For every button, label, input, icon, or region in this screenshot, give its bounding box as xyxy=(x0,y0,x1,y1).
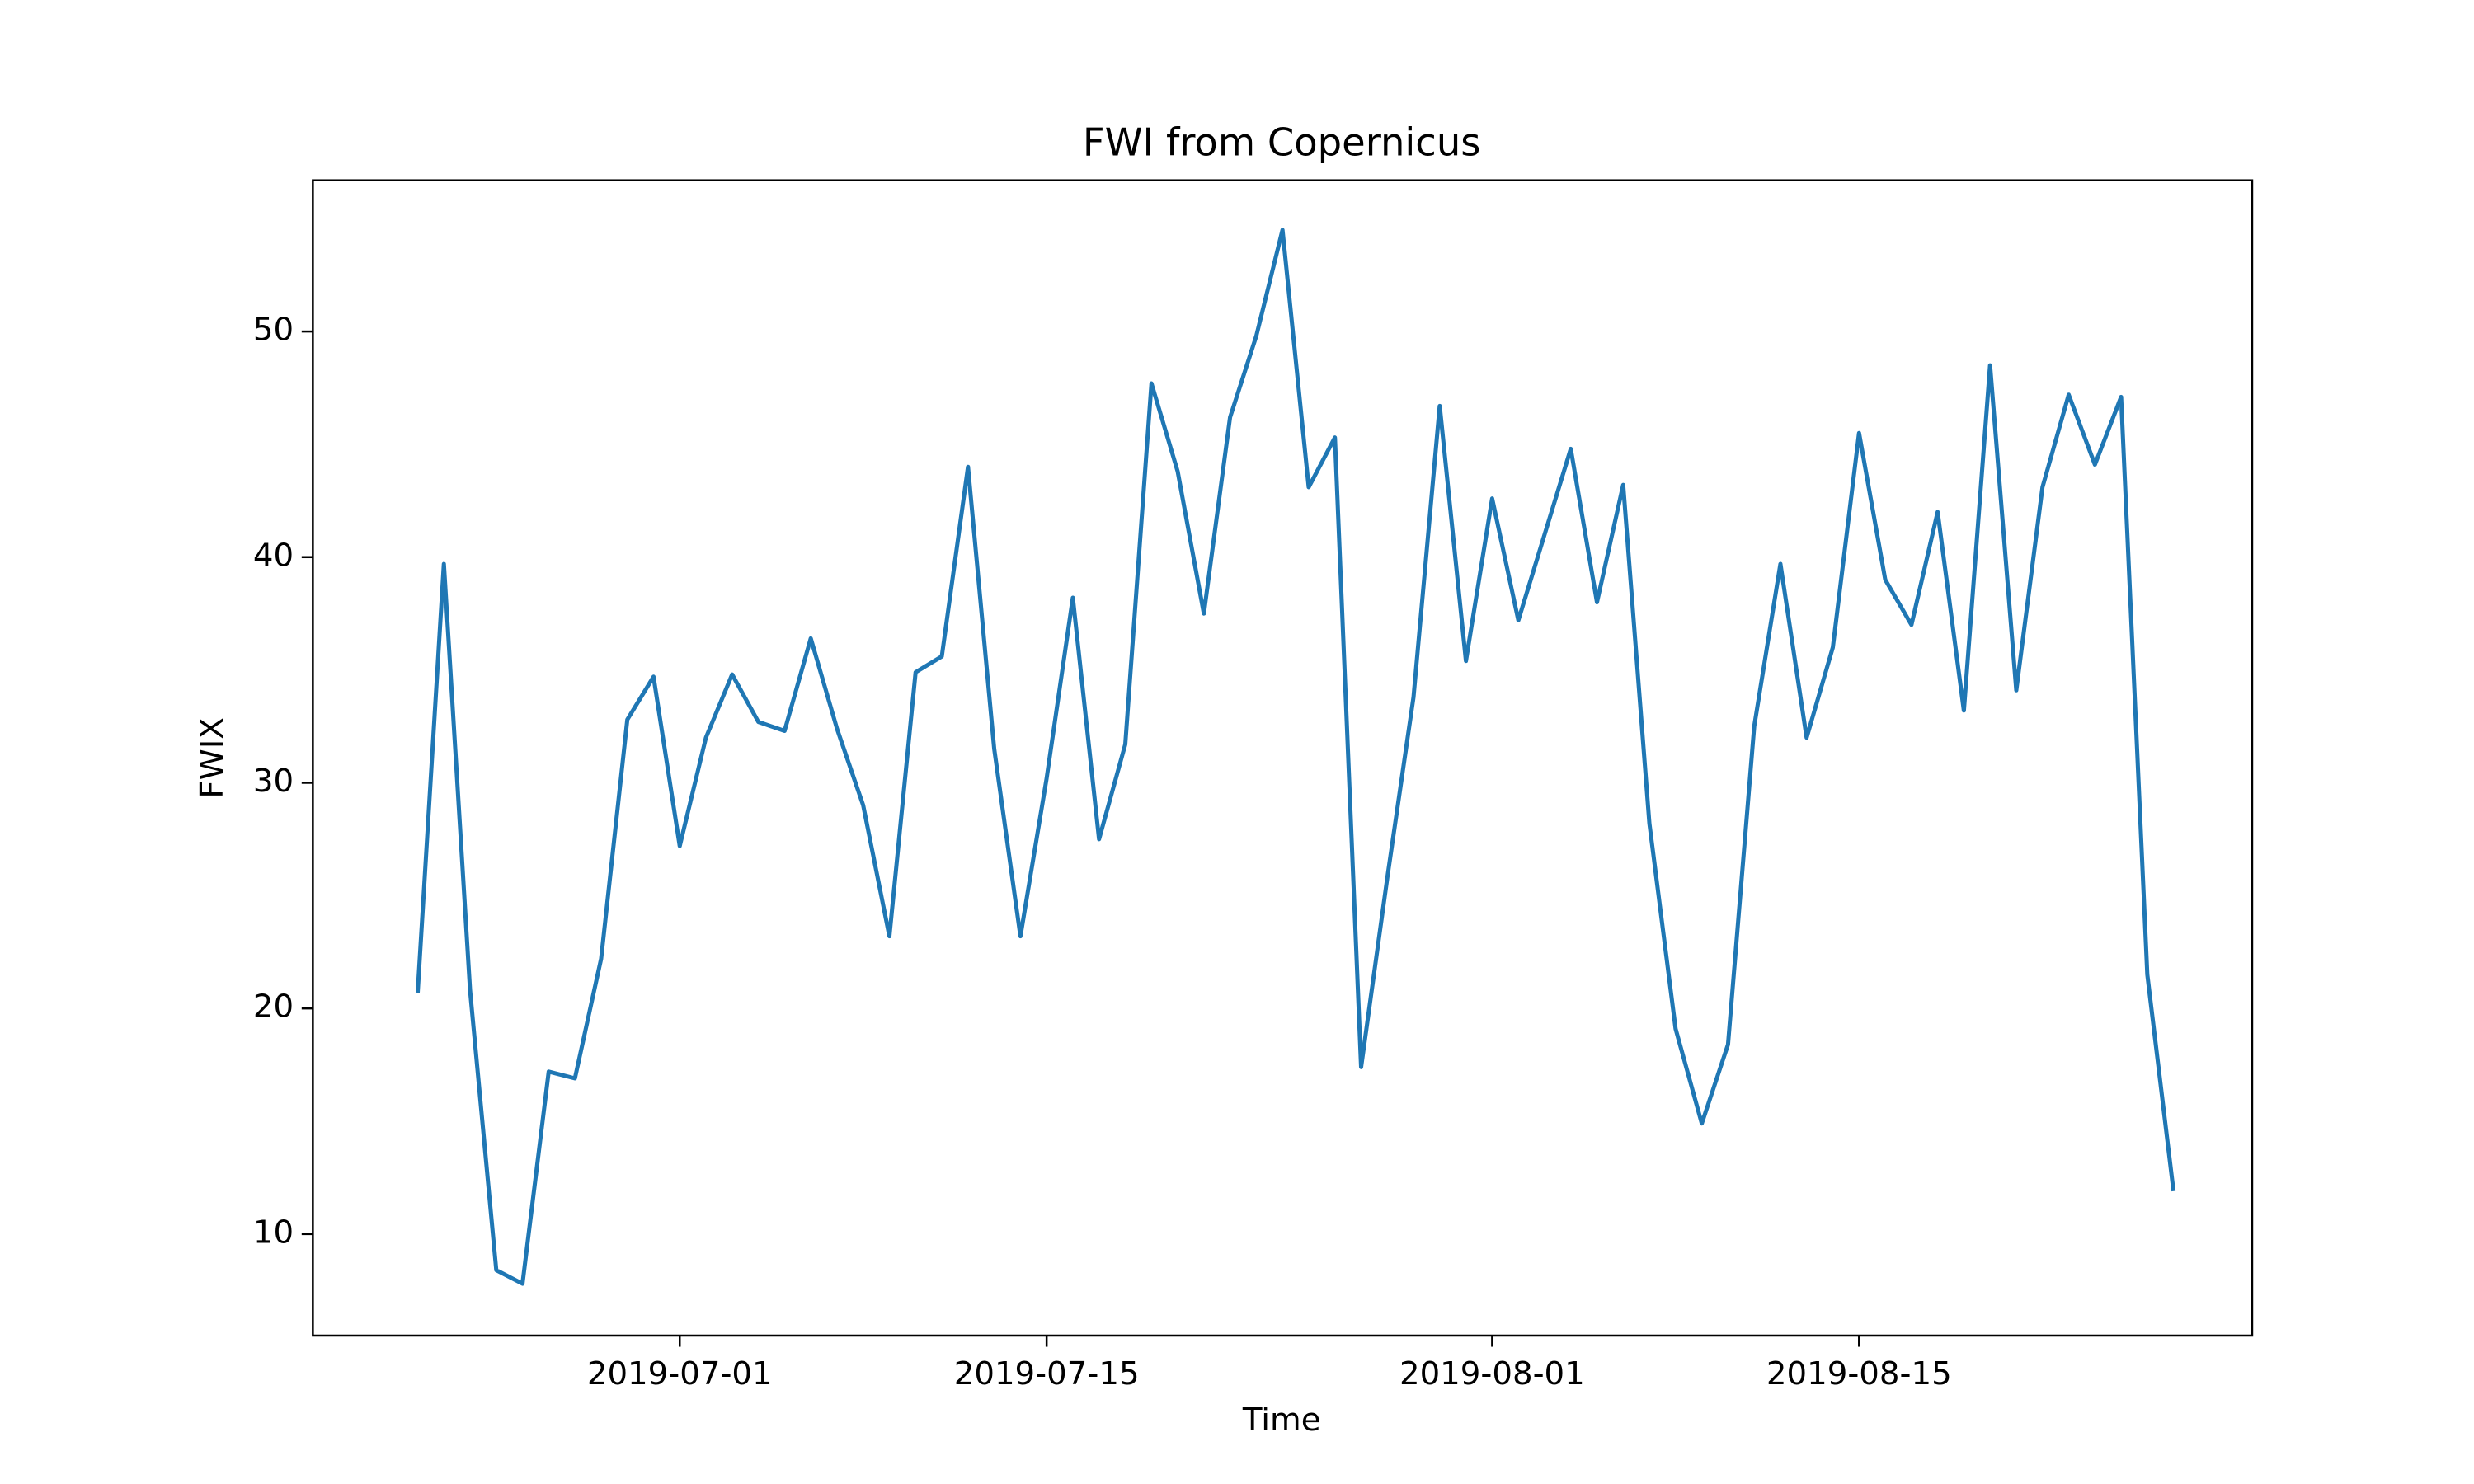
y-tick-label: 30 xyxy=(253,763,294,800)
y-tick-label: 10 xyxy=(253,1214,294,1251)
y-tick-label: 40 xyxy=(253,537,294,574)
x-axis-label: Time xyxy=(1242,1402,1321,1439)
y-tick-label: 20 xyxy=(253,989,294,1026)
x-tick-label: 2019-08-01 xyxy=(1399,1355,1585,1392)
chart-title: FWI from Copernicus xyxy=(1083,120,1481,165)
y-axis-label: FWIX xyxy=(194,717,231,798)
plot-frame xyxy=(312,179,2254,1337)
x-tick-label: 2019-08-15 xyxy=(1766,1355,1952,1392)
data-line xyxy=(415,228,2176,1286)
x-tick-label: 2019-07-15 xyxy=(954,1355,1140,1392)
x-tick-label: 2019-07-01 xyxy=(587,1355,773,1392)
y-tick-label: 50 xyxy=(253,312,294,349)
